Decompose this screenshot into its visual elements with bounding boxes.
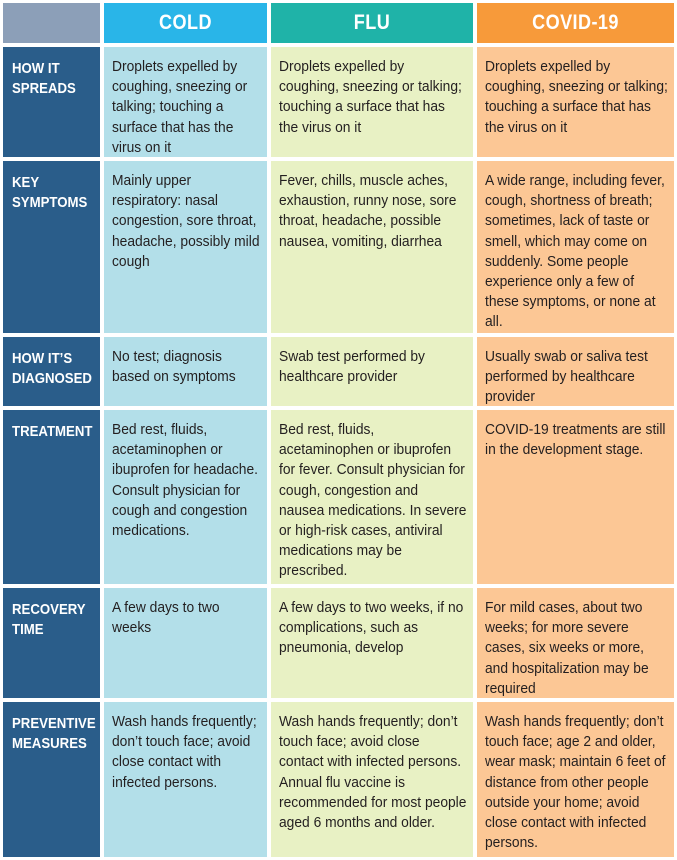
row-label-key-symptoms: KEY SYMPTOMS: [3, 161, 100, 333]
cell-cold-recovery-time: A few days to two weeks: [104, 588, 267, 698]
row-label-text: HOW IT SPREADS: [12, 60, 76, 97]
row-label-treatment: TREATMENT: [3, 410, 100, 584]
cell-covid-how-it-spreads: Droplets expelled by coughing, sneezing …: [477, 47, 674, 157]
cell-cold-key-symptoms: Mainly upper respiratory: nasal congesti…: [104, 161, 267, 333]
column-header-flu-label: FLU: [353, 11, 391, 34]
cell-text: Fever, chills, muscle aches, exhaustion,…: [279, 172, 457, 250]
cell-text: COVID-19 treatments are still in the dev…: [485, 421, 666, 459]
cell-text: Mainly upper respiratory: nasal congesti…: [112, 172, 260, 270]
cell-covid-key-symptoms: A wide range, including fever, cough, sh…: [477, 161, 674, 333]
row-label-preventive-measures: PREVENTIVE MEASURES: [3, 702, 100, 857]
cell-text: No test; diagnosis based on symptoms: [112, 348, 236, 386]
cell-flu-how-it-spreads: Droplets expelled by coughing, sneezing …: [271, 47, 473, 157]
cell-text: Droplets expelled by coughing, sneezing …: [485, 58, 668, 136]
row-label-text: RECOVERY TIME: [12, 601, 86, 638]
cell-cold-treatment: Bed rest, fluids, acetaminophen or ibupr…: [104, 410, 267, 584]
column-header-covid-label: COVID-19: [532, 11, 619, 34]
column-header-flu: FLU: [271, 3, 473, 43]
cell-flu-key-symptoms: Fever, chills, muscle aches, exhaustion,…: [271, 161, 473, 333]
column-header-cold: COLD: [104, 3, 267, 43]
cell-flu-how-its-diagnosed: Swab test performed by healthcare provid…: [271, 337, 473, 406]
row-label-text: TREATMENT: [12, 423, 93, 440]
cell-cold-how-its-diagnosed: No test; diagnosis based on symptoms: [104, 337, 267, 406]
row-label-text: PREVENTIVE MEASURES: [12, 715, 96, 752]
cell-flu-recovery-time: A few days to two weeks, if no complicat…: [271, 588, 473, 698]
cell-cold-preventive-measures: Wash hands frequently; don’t touch face;…: [104, 702, 267, 857]
cell-text: A few days to two weeks: [112, 599, 220, 637]
cell-text: Droplets expelled by coughing, sneezing …: [112, 58, 248, 156]
corner-cell: [3, 3, 100, 43]
row-label-recovery-time: RECOVERY TIME: [3, 588, 100, 698]
cell-text: Wash hands frequently; don’t touch face;…: [279, 713, 467, 832]
cell-text: Swab test performed by healthcare provid…: [279, 348, 425, 386]
cell-text: Bed rest, fluids, acetaminophen or ibupr…: [279, 421, 467, 580]
cell-text: Droplets expelled by coughing, sneezing …: [279, 58, 462, 136]
cell-covid-preventive-measures: Wash hands frequently; don’t touch face;…: [477, 702, 674, 857]
row-label-how-it-spreads: HOW IT SPREADS: [3, 47, 100, 157]
column-header-cold-label: COLD: [159, 11, 212, 34]
column-header-covid: COVID-19: [477, 3, 674, 43]
cell-flu-preventive-measures: Wash hands frequently; don’t touch face;…: [271, 702, 473, 857]
cell-flu-treatment: Bed rest, fluids, acetaminophen or ibupr…: [271, 410, 473, 584]
cell-text: Usually swab or saliva test performed by…: [485, 348, 648, 406]
cell-text: A few days to two weeks, if no complicat…: [279, 599, 464, 657]
cell-text: Bed rest, fluids, acetaminophen or ibupr…: [112, 421, 258, 540]
row-label-how-its-diagnosed: HOW IT’S DIAGNOSED: [3, 337, 100, 406]
cell-text: Wash hands frequently; don’t touch face;…: [112, 713, 257, 791]
cell-text: For mild cases, about two weeks; for mor…: [485, 599, 649, 697]
row-label-text: KEY SYMPTOMS: [12, 174, 88, 211]
cell-text: Wash hands frequently; don’t touch face;…: [485, 713, 666, 852]
cell-covid-recovery-time: For mild cases, about two weeks; for mor…: [477, 588, 674, 698]
cell-covid-how-its-diagnosed: Usually swab or saliva test performed by…: [477, 337, 674, 406]
cell-covid-treatment: COVID-19 treatments are still in the dev…: [477, 410, 674, 584]
row-label-text: HOW IT’S DIAGNOSED: [12, 350, 92, 387]
cell-cold-how-it-spreads: Droplets expelled by coughing, sneezing …: [104, 47, 267, 157]
cell-text: A wide range, including fever, cough, sh…: [485, 172, 665, 331]
